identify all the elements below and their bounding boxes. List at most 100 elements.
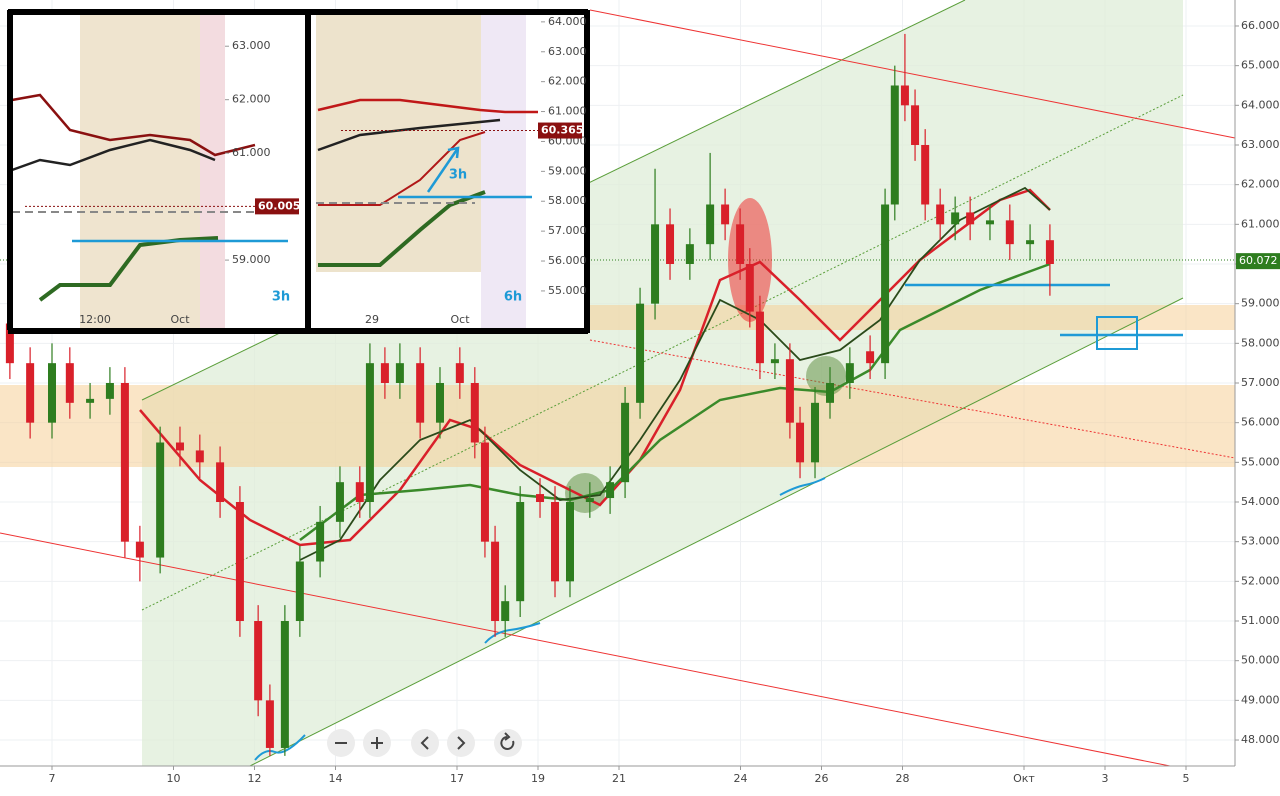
y-tick-label: 63.000 bbox=[1241, 138, 1280, 151]
candle-body bbox=[845, 363, 854, 383]
inset-price-label: 60.005 bbox=[258, 199, 300, 212]
y-tick-label: 57.000 bbox=[1241, 376, 1280, 389]
marker bbox=[779, 477, 826, 496]
candle-body bbox=[911, 105, 920, 145]
candle-body bbox=[380, 363, 389, 383]
inset-timeframe: 6h bbox=[504, 290, 522, 305]
inset-price-label: 60.365 bbox=[541, 124, 583, 137]
x-tick-label: Окт bbox=[1013, 772, 1035, 785]
candle-body bbox=[216, 462, 225, 503]
candle-body bbox=[435, 383, 444, 423]
inset-y-tick-label: 59.000 bbox=[232, 253, 271, 266]
candle-body bbox=[156, 442, 165, 558]
candle-body bbox=[636, 303, 645, 403]
candle-body bbox=[666, 224, 675, 264]
y-tick-label: 62.000 bbox=[1241, 178, 1280, 191]
y-axis-panel bbox=[1235, 0, 1280, 792]
candle-body bbox=[651, 224, 660, 304]
candle-body bbox=[295, 561, 304, 622]
candle-body bbox=[516, 502, 525, 602]
candle-body bbox=[1026, 240, 1035, 245]
candle-body bbox=[755, 311, 764, 364]
channel-line bbox=[249, 297, 1184, 767]
inset-line bbox=[11, 138, 216, 172]
x-axis-panel bbox=[0, 766, 1280, 792]
axes: 66.000 65.000 64.000 63.000 62.000 61.000 60.0… bbox=[49, 19, 1280, 785]
zoom-out-button[interactable] bbox=[327, 729, 355, 757]
candle-body bbox=[48, 363, 57, 423]
inset-y-tick-label: 63.000 bbox=[548, 45, 587, 58]
inset-zone bbox=[80, 12, 220, 328]
inset-y-tick-label: 58.000 bbox=[548, 194, 587, 207]
y-tick-label: 49.000 bbox=[1241, 693, 1280, 706]
inset-line bbox=[318, 190, 486, 267]
y-tick-label: 54.000 bbox=[1241, 495, 1280, 508]
scroll-right-button[interactable] bbox=[447, 729, 475, 757]
y-tick-label: 53.000 bbox=[1241, 535, 1280, 548]
candle-body bbox=[5, 323, 14, 364]
candle-body bbox=[1005, 220, 1014, 245]
moving-average bbox=[299, 262, 1051, 541]
candle-body bbox=[416, 363, 425, 423]
candle-body bbox=[826, 383, 835, 403]
candle-body bbox=[565, 502, 574, 582]
candle-body bbox=[685, 244, 694, 264]
inset-y-tick-label: 57.000 bbox=[548, 224, 587, 237]
inset-zone bbox=[481, 12, 526, 328]
candle-body bbox=[921, 144, 930, 205]
candle-body bbox=[480, 442, 489, 542]
y-tick-label: 66.000 bbox=[1241, 19, 1280, 32]
x-tick-label: 28 bbox=[895, 772, 909, 785]
inset-arrow bbox=[447, 146, 460, 159]
candle-body bbox=[105, 383, 114, 399]
candle-body bbox=[745, 263, 754, 312]
candle-body bbox=[120, 383, 129, 542]
candle-body bbox=[785, 359, 794, 423]
candle-body bbox=[881, 204, 890, 364]
x-tick-label: 5 bbox=[1182, 772, 1189, 785]
moving-average bbox=[299, 186, 1051, 561]
candle-body bbox=[195, 450, 204, 463]
candle-body bbox=[280, 621, 289, 748]
y-tick-label: 64.000 bbox=[1241, 98, 1280, 111]
candle-body bbox=[900, 85, 909, 106]
y-tick-label: 51.000 bbox=[1241, 614, 1280, 627]
candle-body bbox=[265, 700, 274, 748]
inset-y-tick-label: 59.000 bbox=[548, 164, 587, 177]
highlight bbox=[806, 356, 846, 396]
candle-body bbox=[1045, 240, 1054, 264]
x-tick-label: 12 bbox=[248, 772, 262, 785]
inset-y-tick-label: 63.000 bbox=[232, 39, 271, 52]
candle-body bbox=[536, 494, 545, 503]
candle-body bbox=[335, 482, 344, 522]
reset-button[interactable] bbox=[494, 729, 522, 757]
inset-y-tick-label: 62.000 bbox=[232, 93, 271, 106]
inset-price-box bbox=[255, 198, 299, 215]
candle-body bbox=[551, 502, 560, 582]
candle-body bbox=[501, 601, 510, 622]
inset-price-box bbox=[538, 122, 582, 139]
candle-body bbox=[355, 482, 364, 503]
scroll-left-button[interactable] bbox=[411, 729, 439, 757]
inset-zone bbox=[200, 12, 225, 328]
candle-body bbox=[736, 224, 745, 264]
x-tick-label: 3 bbox=[1101, 772, 1108, 785]
x-tick-label: 26 bbox=[814, 772, 828, 785]
candle-body bbox=[770, 359, 779, 364]
target-box bbox=[1096, 316, 1138, 350]
y-tick-label: 59.000 bbox=[1241, 297, 1280, 310]
inset-x-tick-label: Oct bbox=[170, 313, 190, 326]
x-tick-label: 24 bbox=[733, 772, 747, 785]
candles bbox=[5, 33, 1054, 756]
zoom-in-button[interactable] bbox=[363, 729, 391, 757]
candle-body bbox=[455, 363, 464, 383]
inset-line bbox=[317, 98, 538, 114]
candle-body bbox=[951, 212, 960, 225]
y-tick-label: 48.000 bbox=[1241, 733, 1280, 746]
x-tick-label: 10 bbox=[167, 772, 181, 785]
candle-body bbox=[175, 442, 184, 451]
y-tick-label: 65.000 bbox=[1241, 59, 1280, 72]
candle-body bbox=[235, 502, 244, 622]
